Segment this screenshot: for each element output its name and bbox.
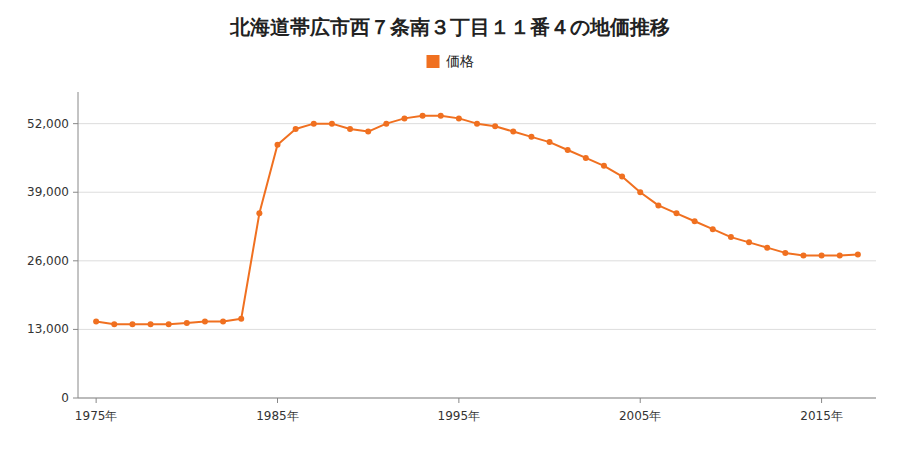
- point: [365, 129, 371, 135]
- plot-area: [93, 113, 861, 327]
- point: [492, 123, 498, 129]
- y-tick-label: 13,000: [27, 322, 69, 336]
- y-tick: [73, 123, 78, 124]
- point: [420, 113, 426, 119]
- point: [474, 121, 480, 127]
- legend-item: 価格: [427, 53, 474, 69]
- point: [456, 115, 462, 121]
- point: [347, 126, 353, 132]
- point: [837, 253, 843, 259]
- point: [438, 113, 444, 119]
- point: [637, 189, 643, 195]
- grid-line: [78, 260, 876, 261]
- y-tick: [73, 329, 78, 330]
- point: [782, 250, 788, 256]
- point: [184, 320, 190, 326]
- x-axis-line: [78, 398, 876, 399]
- point: [256, 210, 262, 216]
- point: [238, 316, 244, 322]
- x-tick-label: 2005年: [619, 409, 662, 423]
- x-tick-label: 1995年: [438, 409, 481, 423]
- line: [96, 116, 858, 324]
- legend-swatch: [427, 55, 440, 68]
- y-tick: [73, 192, 78, 193]
- x-tick-label: 1975年: [75, 409, 118, 423]
- point: [583, 155, 589, 161]
- point: [293, 126, 299, 132]
- y-axis-line: [78, 92, 79, 398]
- point: [655, 202, 661, 208]
- title: 北海道帯広市西７条南３丁目１１番４の地価推移: [229, 15, 670, 39]
- point: [601, 163, 607, 169]
- axes: 0 13,000 26,000 39,000 52,000 1975年 1985年 1995年…: [27, 92, 876, 423]
- x-tick-label: 1985年: [256, 409, 299, 423]
- point: [93, 319, 99, 325]
- point: [329, 121, 335, 127]
- grid-line: [78, 329, 876, 330]
- point: [692, 218, 698, 224]
- point: [728, 234, 734, 240]
- grid-line: [78, 192, 876, 193]
- point: [220, 319, 226, 325]
- point: [674, 210, 680, 216]
- point: [148, 321, 154, 327]
- point: [401, 115, 407, 121]
- point: [129, 321, 135, 327]
- point: [528, 134, 534, 140]
- y-tick-label: 39,000: [27, 185, 69, 199]
- x-tick: [640, 398, 641, 403]
- point: [275, 142, 281, 148]
- x-tick: [458, 398, 459, 403]
- point: [855, 251, 861, 257]
- point: [764, 245, 770, 251]
- grid-line: [78, 398, 876, 399]
- x-tick: [277, 398, 278, 403]
- point: [746, 239, 752, 245]
- y-tick-label: 52,000: [27, 117, 69, 131]
- point: [800, 253, 806, 259]
- point: [819, 253, 825, 259]
- point: [202, 319, 208, 325]
- point: [383, 121, 389, 127]
- y-tick-label: 0: [61, 391, 69, 405]
- x-tick: [821, 398, 822, 403]
- point: [311, 121, 317, 127]
- x-tick-label: 2015年: [800, 409, 843, 423]
- point: [166, 321, 172, 327]
- point: [619, 173, 625, 179]
- legend: 価格: [427, 53, 474, 69]
- point: [565, 147, 571, 153]
- y-tick-label: 26,000: [27, 254, 69, 268]
- y-tick: [73, 398, 78, 399]
- x-tick: [96, 398, 97, 403]
- point: [510, 129, 516, 135]
- point: [710, 226, 716, 232]
- point: [547, 139, 553, 145]
- legend-label: 価格: [446, 53, 474, 69]
- chart: 北海道帯広市西７条南３丁目１１番４の地価推移 0 13,000 26,000 39,00…: [0, 0, 900, 450]
- point: [111, 321, 117, 327]
- y-tick: [73, 260, 78, 261]
